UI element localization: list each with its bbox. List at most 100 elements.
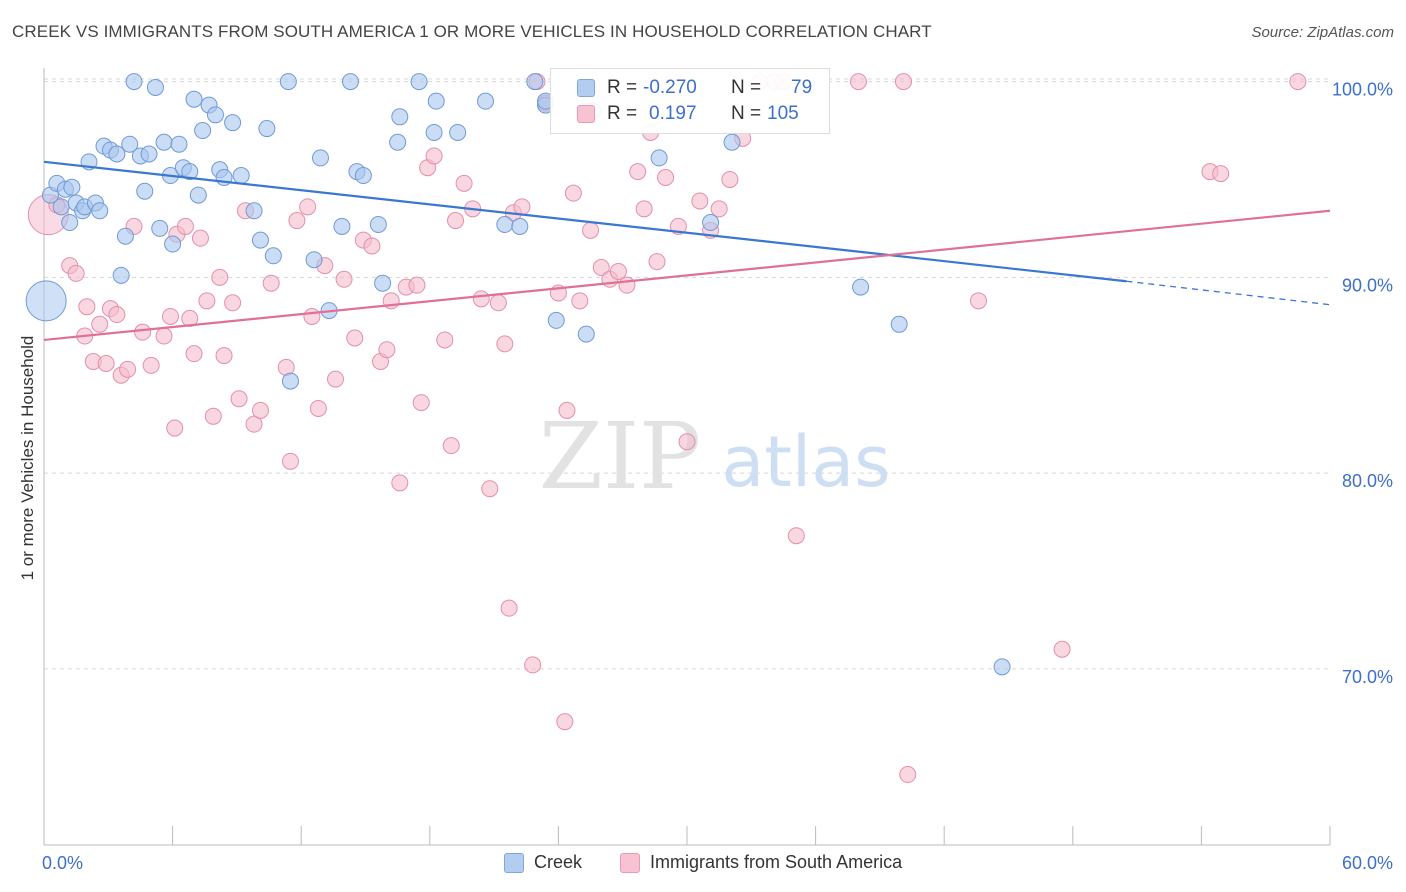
- immigrants-point: [710, 200, 728, 218]
- imm-n-label: N =: [731, 103, 762, 124]
- immigrants-trend-line: [43, 209, 1331, 342]
- immigrants-point: [391, 474, 409, 492]
- creek-point: [374, 274, 392, 292]
- creek-point: [526, 73, 544, 91]
- series-legend: Creek Immigrants from South America: [0, 852, 1406, 878]
- immigrants-point: [648, 253, 666, 271]
- immigrants-point: [412, 394, 430, 412]
- immigrants-point: [442, 437, 460, 455]
- immigrants-point: [288, 212, 306, 230]
- immigrants-point: [346, 329, 364, 347]
- immigrants-point: [108, 306, 126, 324]
- immigrants-point: [513, 198, 531, 216]
- immigrants-point: [281, 452, 299, 470]
- creek-point: [427, 92, 445, 110]
- creek-point: [341, 73, 359, 91]
- creek-point: [181, 163, 199, 181]
- creek-point: [369, 215, 387, 233]
- immigrants-point: [969, 292, 987, 310]
- legend-item-immigrants[interactable]: Immigrants from South America: [620, 852, 902, 873]
- creek-point: [650, 149, 668, 167]
- watermark-zip: ZIP: [539, 403, 701, 510]
- immigrants-point: [97, 354, 115, 372]
- creek-point: [164, 235, 182, 253]
- creek-point: [389, 133, 407, 151]
- creek-n-value: 79: [791, 77, 813, 98]
- creek-point: [258, 120, 276, 138]
- creek-point: [890, 315, 908, 333]
- creek-point: [264, 247, 282, 265]
- creek-point: [206, 106, 224, 124]
- series-creek-points: [25, 73, 1011, 676]
- immigrants-point: [582, 221, 600, 239]
- immigrants-point: [558, 401, 576, 419]
- creek-point: [281, 372, 299, 390]
- creek-point: [245, 202, 263, 220]
- creek-point: [547, 311, 565, 329]
- creek-point: [852, 278, 870, 296]
- immigrants-point: [181, 309, 199, 327]
- creek-point: [63, 178, 81, 196]
- creek-point: [194, 122, 212, 140]
- immigrants-point: [894, 73, 912, 91]
- creek-point: [125, 73, 143, 91]
- y-tick-label: 70.0%: [1342, 667, 1393, 687]
- creek-point: [224, 114, 242, 132]
- creek-point: [170, 135, 188, 153]
- immigrants-point: [721, 170, 739, 188]
- creek-trend-extension: [1126, 280, 1331, 306]
- immigrants-legend-swatch: [620, 852, 640, 873]
- creek-point: [112, 266, 130, 284]
- immigrants-point: [185, 345, 203, 363]
- grid-layer: [44, 78, 1330, 670]
- creek-point: [511, 217, 529, 235]
- series-immigrants-points: [27, 73, 1307, 784]
- immigrants-point: [378, 341, 396, 359]
- immigrants-point: [299, 198, 317, 216]
- immigrants-point: [166, 419, 184, 437]
- creek-point: [136, 182, 154, 200]
- legend-item-creek[interactable]: Creek: [504, 852, 582, 873]
- immigrants-point: [215, 347, 233, 365]
- creek-swatch: [577, 79, 595, 97]
- creek-point: [311, 149, 329, 167]
- immigrants-point: [134, 323, 152, 341]
- immigrants-point: [787, 527, 805, 545]
- y-tick-label: 90.0%: [1342, 275, 1393, 295]
- creek-point: [577, 325, 595, 343]
- immigrants-point: [472, 290, 490, 308]
- creek-point: [52, 198, 70, 216]
- immigrants-point: [436, 331, 454, 349]
- immigrants-point: [78, 298, 96, 316]
- immigrants-point: [592, 259, 610, 277]
- creek-point: [251, 231, 269, 249]
- immigrants-point: [211, 268, 229, 286]
- creek-point: [189, 186, 207, 204]
- creek-point: [425, 123, 443, 141]
- immigrants-point: [524, 656, 542, 674]
- immigrants-point: [176, 217, 194, 235]
- immigrants-point: [899, 766, 917, 784]
- creek-point: [449, 123, 467, 141]
- immigrants-point: [1053, 640, 1071, 658]
- immigrants-point: [363, 237, 381, 255]
- immigrants-point: [571, 292, 589, 310]
- immigrants-point: [455, 174, 473, 192]
- trend-lines: [43, 160, 1331, 342]
- y-tick-label: 100.0%: [1332, 80, 1393, 100]
- creek-point: [279, 73, 297, 91]
- creek-point: [477, 92, 495, 110]
- immigrants-point: [564, 184, 582, 202]
- creek-r-value: -0.270: [643, 77, 697, 98]
- immigrants-point: [91, 315, 109, 333]
- creek-point: [354, 167, 372, 185]
- creek-point: [702, 214, 720, 232]
- creek-point: [25, 280, 67, 322]
- creek-point: [723, 133, 741, 151]
- immigrants-point: [1289, 73, 1307, 91]
- imm-n-value: 105: [767, 103, 799, 124]
- imm-r-label: R =: [607, 103, 638, 124]
- immigrants-point: [556, 713, 574, 731]
- creek-point: [185, 90, 203, 108]
